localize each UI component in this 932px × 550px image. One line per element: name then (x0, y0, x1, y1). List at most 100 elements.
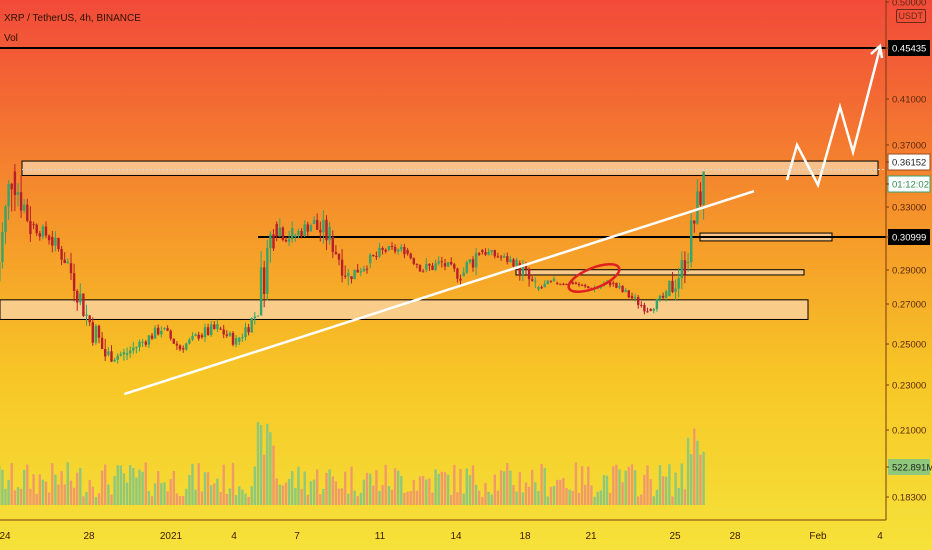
volume-bar (630, 464, 634, 505)
candle-body (312, 219, 316, 224)
candle-body (665, 291, 668, 298)
candle-body (319, 229, 322, 233)
candle-body (421, 271, 425, 273)
volume-bar (241, 489, 244, 505)
volume-bar (580, 466, 584, 505)
volume-bar (194, 489, 197, 505)
volume-bar (690, 454, 693, 505)
candle-body (104, 348, 107, 357)
volume-bar (390, 489, 394, 505)
volume-bar (225, 493, 228, 505)
volume-bar (72, 487, 76, 505)
volume-bar (699, 454, 702, 505)
candle-body (574, 282, 578, 285)
volume-bar (303, 471, 306, 505)
candle-body (456, 268, 459, 279)
volume-bar (496, 490, 500, 505)
candle-body (241, 337, 244, 339)
candle-body (431, 265, 434, 270)
volume-bar (272, 445, 275, 505)
volume-bar (668, 464, 671, 505)
candle-body (51, 236, 54, 246)
volume-bar (403, 492, 406, 505)
candle-body (580, 285, 584, 287)
currency-button[interactable]: USDT (895, 9, 926, 23)
candle-body (652, 309, 655, 311)
volume-bar (85, 491, 88, 505)
volume-bar (640, 494, 643, 505)
candle-body (66, 261, 69, 264)
candle-body (683, 260, 687, 275)
volume-bar (565, 488, 568, 505)
candle-body (119, 354, 122, 356)
volume-bar (406, 491, 409, 505)
candle-body (331, 236, 334, 252)
volume-bar (655, 489, 659, 505)
candle-body (163, 328, 166, 330)
candle-body (369, 254, 372, 264)
candle-body (356, 269, 359, 273)
volume-bar (263, 454, 266, 505)
candle-body (188, 339, 191, 344)
volume-bar (400, 476, 403, 505)
candle-body (365, 268, 369, 270)
candle-body (234, 338, 238, 345)
volume-bar (465, 468, 468, 505)
candle-body (157, 327, 160, 335)
volume-bar (540, 463, 543, 505)
volume-bar (680, 463, 683, 505)
candle-body (35, 224, 38, 234)
volume-bar (646, 465, 649, 505)
volume-bar (41, 479, 45, 505)
volume-bar (309, 481, 313, 505)
volume-bar (228, 488, 232, 505)
volume-bar (674, 472, 677, 505)
time-tick-label: 25 (669, 531, 681, 542)
volume-bar (275, 478, 278, 505)
volume-bar (216, 478, 219, 505)
projection-arrowhead (870, 43, 884, 59)
volume-bar (665, 476, 668, 505)
volume-bar (415, 490, 419, 505)
volume-bar (69, 480, 73, 505)
candle-body (344, 275, 347, 277)
candle-body (82, 293, 85, 316)
volume-bar (178, 495, 182, 505)
candle-body (459, 278, 462, 281)
price-tick-label: 01:12:02 (892, 180, 929, 191)
volume-bar (562, 477, 565, 505)
time-tick-label: 28 (83, 531, 95, 542)
volume-bar (129, 464, 132, 505)
volume-bar (119, 465, 122, 505)
volume-bar (605, 475, 609, 505)
candle-body (496, 256, 500, 258)
candle-body (278, 227, 281, 237)
volume-bar (702, 451, 705, 505)
volume-bar (322, 488, 325, 505)
candle-body (490, 250, 493, 252)
candle-body (191, 335, 194, 340)
volume-bar (456, 492, 459, 505)
candle-body (612, 282, 615, 284)
volume-bar (191, 463, 194, 505)
candle-body (219, 328, 222, 330)
candle-body (297, 231, 300, 236)
volume-bar (175, 493, 179, 505)
candle-body (434, 263, 437, 270)
candle-body (527, 268, 531, 280)
volume-bar (138, 469, 141, 505)
candle-body (403, 247, 406, 255)
candle-body (661, 295, 665, 298)
volume-bar (340, 488, 344, 505)
candle-body (132, 347, 135, 351)
candle-body (16, 192, 20, 196)
volume-bar (256, 422, 260, 505)
support-resistance-zone (515, 269, 805, 276)
price-tick-label: 0.30999 (892, 233, 926, 244)
candle-body (259, 267, 263, 316)
volume-bar (412, 479, 415, 505)
candle-body (677, 278, 680, 289)
candle-body (499, 256, 503, 258)
